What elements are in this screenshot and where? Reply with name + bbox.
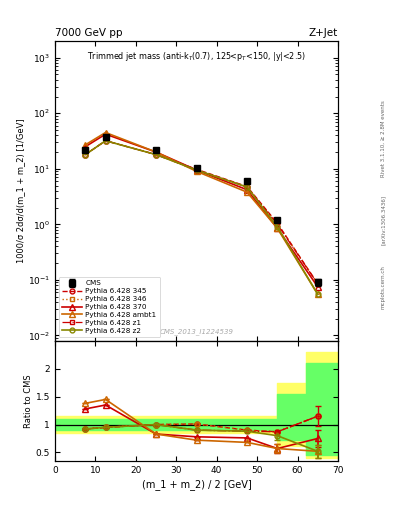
Pythia 6.428 345 bbox=[103, 138, 108, 144]
Pythia 6.428 z1 bbox=[83, 152, 88, 158]
Pythia 6.428 370 bbox=[245, 187, 250, 193]
Pythia 6.428 z1 bbox=[316, 281, 320, 287]
Pythia 6.428 370 bbox=[275, 225, 280, 231]
Pythia 6.428 346 bbox=[275, 221, 280, 227]
Pythia 6.428 z1 bbox=[194, 167, 199, 173]
Pythia 6.428 346 bbox=[83, 152, 88, 158]
Pythia 6.428 z2 bbox=[154, 152, 158, 158]
Pythia 6.428 ambt1 bbox=[245, 189, 250, 195]
Pythia 6.428 345 bbox=[194, 166, 199, 173]
Pythia 6.428 ambt1 bbox=[83, 142, 88, 148]
Text: Z+Jet: Z+Jet bbox=[309, 28, 338, 38]
Line: Pythia 6.428 ambt1: Pythia 6.428 ambt1 bbox=[82, 130, 321, 297]
Pythia 6.428 z1 bbox=[154, 152, 158, 158]
Pythia 6.428 346 bbox=[194, 167, 199, 173]
Line: Pythia 6.428 345: Pythia 6.428 345 bbox=[83, 138, 320, 286]
Text: mcplots.cern.ch: mcplots.cern.ch bbox=[381, 265, 386, 309]
X-axis label: (m_1 + m_2) / 2 [GeV]: (m_1 + m_2) / 2 [GeV] bbox=[141, 479, 252, 490]
Line: Pythia 6.428 z2: Pythia 6.428 z2 bbox=[83, 138, 320, 297]
Pythia 6.428 346 bbox=[154, 152, 158, 158]
Pythia 6.428 z1 bbox=[103, 138, 108, 144]
Pythia 6.428 z1 bbox=[275, 221, 280, 227]
Pythia 6.428 z2 bbox=[316, 291, 320, 297]
Y-axis label: 1000/σ 2dσ/d(m_1 + m_2) [1/GeV]: 1000/σ 2dσ/d(m_1 + m_2) [1/GeV] bbox=[16, 119, 25, 263]
Text: Trimmed jet mass (anti-k$_T$(0.7), 125<p$_T$<150, |y|<2.5): Trimmed jet mass (anti-k$_T$(0.7), 125<p… bbox=[87, 50, 306, 63]
Pythia 6.428 346 bbox=[103, 138, 108, 144]
Pythia 6.428 345 bbox=[154, 152, 158, 158]
Line: Pythia 6.428 346: Pythia 6.428 346 bbox=[83, 138, 320, 286]
Pythia 6.428 ambt1 bbox=[194, 168, 199, 175]
Pythia 6.428 ambt1 bbox=[154, 149, 158, 155]
Pythia 6.428 345 bbox=[83, 152, 88, 158]
Pythia 6.428 z1 bbox=[245, 184, 250, 190]
Text: CMS_2013_I1224539: CMS_2013_I1224539 bbox=[160, 328, 233, 335]
Pythia 6.428 370 bbox=[316, 284, 320, 290]
Line: Pythia 6.428 z1: Pythia 6.428 z1 bbox=[83, 138, 320, 286]
Pythia 6.428 z2 bbox=[275, 224, 280, 230]
Pythia 6.428 346 bbox=[245, 184, 250, 190]
Pythia 6.428 370 bbox=[103, 131, 108, 137]
Text: 7000 GeV pp: 7000 GeV pp bbox=[55, 28, 123, 38]
Pythia 6.428 z2 bbox=[83, 152, 88, 158]
Pythia 6.428 345 bbox=[245, 183, 250, 189]
Pythia 6.428 z2 bbox=[245, 184, 250, 190]
Text: [arXiv:1306.3436]: [arXiv:1306.3436] bbox=[381, 195, 386, 245]
Pythia 6.428 370 bbox=[194, 167, 199, 173]
Legend: CMS, Pythia 6.428 345, Pythia 6.428 346, Pythia 6.428 370, Pythia 6.428 ambt1, P: CMS, Pythia 6.428 345, Pythia 6.428 346,… bbox=[59, 277, 160, 337]
Pythia 6.428 z2 bbox=[103, 138, 108, 144]
Pythia 6.428 345 bbox=[275, 220, 280, 226]
Line: Pythia 6.428 370: Pythia 6.428 370 bbox=[82, 131, 321, 290]
Pythia 6.428 370 bbox=[83, 143, 88, 150]
Pythia 6.428 345 bbox=[316, 281, 320, 287]
Pythia 6.428 346 bbox=[316, 281, 320, 287]
Y-axis label: Ratio to CMS: Ratio to CMS bbox=[24, 374, 33, 428]
Pythia 6.428 370 bbox=[154, 149, 158, 155]
Pythia 6.428 ambt1 bbox=[316, 291, 320, 297]
Pythia 6.428 z2 bbox=[194, 167, 199, 173]
Text: Rivet 3.1.10, ≥ 2.8M events: Rivet 3.1.10, ≥ 2.8M events bbox=[381, 100, 386, 177]
Pythia 6.428 ambt1 bbox=[275, 225, 280, 231]
Pythia 6.428 ambt1 bbox=[103, 130, 108, 136]
